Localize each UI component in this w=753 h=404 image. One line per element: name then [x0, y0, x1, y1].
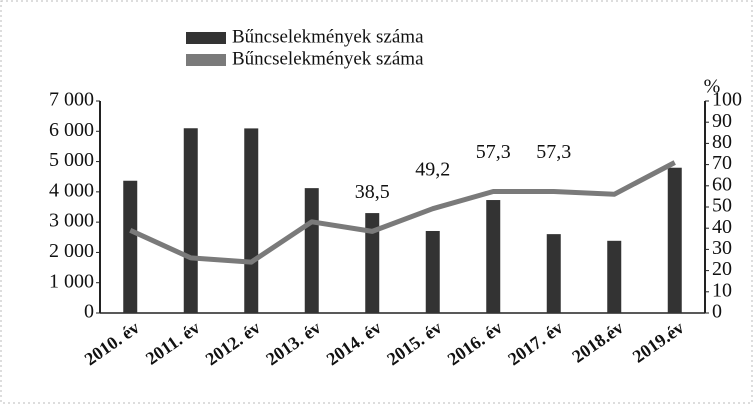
- x-tick-label: 2017. év: [504, 317, 566, 369]
- x-tick-label: 2013. év: [262, 317, 324, 369]
- y2-tick-label: 50: [712, 195, 732, 217]
- y2-tick-label: 100: [712, 89, 742, 111]
- bar: [425, 230, 440, 313]
- y-tick-label: 5 000: [49, 149, 94, 171]
- y2-tick-label: 0: [712, 301, 722, 323]
- x-tick-label: 2010. év: [81, 317, 143, 369]
- x-tick-label: 2011. év: [142, 317, 203, 368]
- y2-tick-label: 80: [712, 131, 732, 153]
- y2-tick-label: 30: [712, 237, 732, 259]
- bar: [607, 240, 622, 313]
- bar: [244, 128, 259, 313]
- line: [129, 160, 676, 265]
- bar: [486, 200, 501, 313]
- data-label: 38,5: [355, 181, 390, 203]
- y-tick-label: 0: [84, 301, 94, 323]
- x-tick-label: 2014. év: [323, 317, 385, 369]
- y-tick-label: 2 000: [49, 240, 94, 262]
- data-label: 57,3: [536, 141, 571, 163]
- bar: [304, 188, 319, 313]
- y-tick-label: 1 000: [49, 270, 94, 292]
- bar: [123, 180, 138, 313]
- x-tick-label: 2012. év: [202, 317, 264, 369]
- y2-tick-label: 20: [712, 258, 732, 280]
- y-tick-label: 7 000: [49, 89, 94, 111]
- x-tick-label: 2018.év: [568, 317, 627, 366]
- y-tick-label: 3 000: [49, 210, 94, 232]
- y2-tick-label: 40: [712, 216, 732, 238]
- bar: [667, 167, 682, 313]
- y2-tick-label: 60: [712, 173, 732, 195]
- bar: [183, 128, 198, 313]
- legend-swatch: [186, 32, 226, 44]
- legend-label: Bűncselekmények száma: [232, 26, 424, 47]
- y2-tick-label: 90: [712, 110, 732, 132]
- data-label: 49,2: [415, 158, 450, 180]
- y-tick-label: 6 000: [49, 119, 94, 141]
- x-tick-label: 2019.év: [629, 317, 688, 366]
- y2-tick-label: 10: [712, 279, 732, 301]
- data-label: 57,3: [476, 141, 511, 163]
- bar: [365, 213, 380, 313]
- x-tick-label: 2015. év: [383, 317, 445, 369]
- legend-swatch: [186, 54, 226, 66]
- x-tick-label: 2016. év: [444, 317, 506, 369]
- y2-axis-label: %: [704, 76, 721, 98]
- y2-tick-label: 70: [712, 152, 732, 174]
- y-tick-label: 4 000: [49, 179, 94, 201]
- legend-label: Bűncselekmények száma: [232, 48, 424, 69]
- bar: [546, 234, 561, 313]
